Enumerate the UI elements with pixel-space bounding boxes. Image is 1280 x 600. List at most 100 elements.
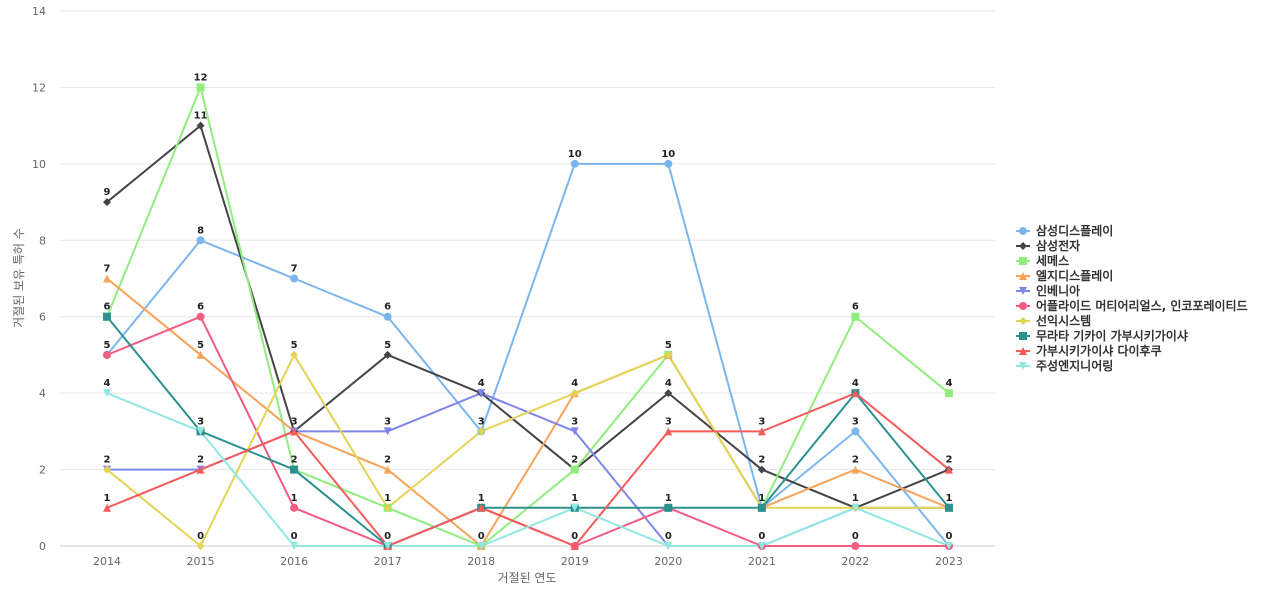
data-point [103, 198, 111, 207]
data-point [196, 465, 205, 474]
x-tick-label: 2022 [841, 555, 869, 568]
gridlines [60, 10, 995, 547]
legend-item: 엘지디스플레이 [1016, 268, 1113, 283]
data-label: 9 [104, 187, 111, 198]
data-point [290, 465, 299, 474]
y-tick-label: 4 [39, 387, 46, 400]
data-point [103, 350, 111, 359]
data-label: 2 [571, 455, 578, 466]
data-point [196, 121, 205, 130]
data-point [103, 465, 111, 474]
legend-marker [1019, 332, 1027, 340]
data-label: 3 [665, 416, 672, 427]
legend-item: 선익시스템 [1016, 313, 1091, 328]
data-point [757, 427, 766, 436]
data-label: 1 [758, 493, 765, 504]
data-label: 0 [478, 531, 485, 542]
legend-item: 삼성전자 [1016, 238, 1080, 253]
y-tick-label: 2 [39, 464, 46, 477]
data-point [196, 350, 205, 359]
data-label: 4 [945, 378, 952, 389]
data-point [570, 465, 579, 474]
data-label: 6 [197, 302, 204, 313]
data-point [757, 465, 766, 474]
x-tick-label: 2015 [187, 555, 215, 568]
data-point [196, 542, 205, 550]
data-point [944, 542, 953, 550]
data-label: 3 [758, 416, 765, 427]
data-label: 4 [478, 378, 485, 389]
x-tick-label: 2019 [561, 555, 589, 568]
legend-label: 가부시키가이샤 다이후쿠 [1036, 343, 1162, 358]
data-point [290, 542, 299, 550]
data-label: 1 [384, 493, 391, 504]
data-label: 7 [291, 264, 298, 275]
data-label: 2 [758, 455, 765, 466]
data-point [851, 542, 860, 550]
data-point [664, 542, 673, 550]
data-point [570, 503, 579, 512]
data-label: 3 [291, 416, 298, 427]
data-labels: 1245679023568111201235701235601340123410… [104, 72, 953, 542]
data-point [290, 503, 299, 512]
data-label: 3 [384, 416, 391, 427]
legend-marker [1019, 302, 1027, 310]
data-label: 4 [104, 378, 111, 389]
data-label: 0 [758, 531, 765, 542]
x-tick-label: 2021 [748, 555, 776, 568]
series-lines [106, 86, 950, 547]
legend-item: 주성엔지니어링 [1016, 358, 1113, 373]
x-tick-label: 2017 [374, 555, 402, 568]
legend-marker [1019, 257, 1027, 265]
data-label: 2 [852, 455, 859, 466]
legend-label: 선익시스템 [1036, 313, 1091, 328]
data-label: 5 [384, 340, 391, 351]
series-line-4 [106, 277, 950, 547]
series-line-10 [106, 392, 950, 547]
data-point [103, 389, 111, 398]
data-label: 5 [197, 340, 204, 351]
data-label: 0 [945, 531, 952, 542]
data-label: 4 [665, 378, 672, 389]
data-label: 4 [571, 378, 578, 389]
data-point [570, 389, 579, 398]
data-point [944, 503, 953, 512]
data-point [383, 312, 392, 321]
data-label: 7 [104, 264, 111, 275]
data-point [196, 83, 205, 92]
data-label: 6 [852, 302, 859, 313]
data-label: 0 [665, 531, 672, 542]
data-label: 1 [945, 493, 952, 504]
data-point [570, 427, 579, 436]
series-line-1 [106, 162, 950, 547]
data-label: 6 [384, 302, 391, 313]
data-label: 6 [104, 302, 111, 313]
series-markers [103, 83, 953, 550]
legend-label: 삼성전자 [1036, 238, 1080, 253]
data-point [196, 236, 205, 245]
x-axis-title: 거절된 연도 [497, 571, 556, 585]
legend-marker [1019, 362, 1027, 370]
legend-label: 엘지디스플레이 [1036, 268, 1113, 283]
data-point [103, 312, 111, 321]
data-point [944, 465, 953, 474]
y-tick-label: 6 [39, 311, 46, 324]
y-axis: 0 2 4 6 8 10 12 14 [32, 5, 46, 553]
data-label: 3 [197, 416, 204, 427]
legend-item: 무라타 기카이 가부시키가이샤 [1016, 328, 1188, 343]
data-label: 0 [384, 531, 391, 542]
data-point [757, 503, 766, 512]
data-point [570, 542, 579, 550]
data-point [477, 389, 486, 398]
y-tick-label: 10 [32, 158, 46, 171]
data-point [851, 503, 860, 512]
legend-marker [1019, 347, 1027, 355]
data-point [477, 542, 486, 550]
y-tick-label: 14 [32, 5, 46, 18]
data-label: 3 [571, 416, 578, 427]
data-point [196, 312, 205, 321]
legend-marker [1019, 317, 1027, 325]
data-label: 0 [291, 531, 298, 542]
data-point [290, 274, 299, 283]
